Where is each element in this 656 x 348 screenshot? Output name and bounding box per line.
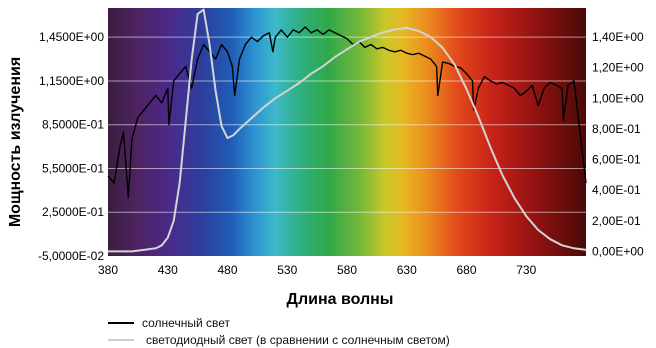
x-axis-ticks: 380 430 480 530 580 630 680 730 <box>98 263 537 277</box>
legend-item-led: светодиодный свет (в сравнении с солнечн… <box>108 331 450 348</box>
x-tick-label: 480 <box>217 263 237 277</box>
y-right-tick-label: 0,00E+00 <box>592 244 644 258</box>
x-tick-label: 730 <box>516 263 536 277</box>
legend-item-sunlight: солнечный свет <box>108 314 450 331</box>
y-left-tick-label: 1,4500E+00 <box>39 30 104 44</box>
right-axis-ticks: 0,00E+00 2,00E-01 4,00E-01 6,00E-01 8,00E-01… <box>592 30 644 258</box>
x-tick-label: 430 <box>158 263 178 277</box>
x-axis-title: Длина волны <box>287 291 394 308</box>
y-right-tick-label: 1,40E+00 <box>592 30 644 44</box>
series-lines <box>107 8 587 253</box>
sunlight-line <box>107 26 587 199</box>
y-left-tick-label: 2,5000E-01 <box>42 205 104 219</box>
y-right-tick-label: 4,00E-01 <box>592 183 641 197</box>
y-left-tick-label: -5,0000E-02 <box>38 249 104 263</box>
y-right-tick-label: 8,00E-01 <box>592 122 641 136</box>
legend: солнечный свет светодиодный свет (в срав… <box>108 314 450 348</box>
y-right-tick-label: 1,20E+00 <box>592 61 644 75</box>
legend-swatch-sunlight <box>108 321 134 324</box>
x-tick-label: 680 <box>456 263 476 277</box>
plot-background <box>108 8 586 256</box>
y-left-tick-label: 1,1500E+00 <box>39 74 104 88</box>
y-left-tick-label: 8,5000E-01 <box>42 118 104 132</box>
y-axis-title: Мощность излучения <box>7 57 24 227</box>
left-axis-ticks: -5,0000E-02 2,5000E-01 5,5000E-01 8,5000E-0… <box>38 30 104 263</box>
gridlines <box>108 36 586 213</box>
legend-label-led: светодиодный свет (в сравнении с солнечн… <box>146 332 450 347</box>
legend-swatch-led <box>108 338 134 341</box>
x-tick-label: 530 <box>277 263 297 277</box>
x-tick-label: 580 <box>337 263 357 277</box>
legend-label-sunlight: солнечный свет <box>142 315 231 330</box>
y-left-tick-label: 5,5000E-01 <box>42 161 104 175</box>
y-right-tick-label: 2,00E-01 <box>592 214 641 228</box>
x-tick-label: 380 <box>98 263 118 277</box>
y-right-tick-label: 1,00E+00 <box>592 91 644 105</box>
led-light-line <box>108 8 587 253</box>
x-tick-label: 630 <box>397 263 417 277</box>
y-right-tick-label: 6,00E-01 <box>592 153 641 167</box>
